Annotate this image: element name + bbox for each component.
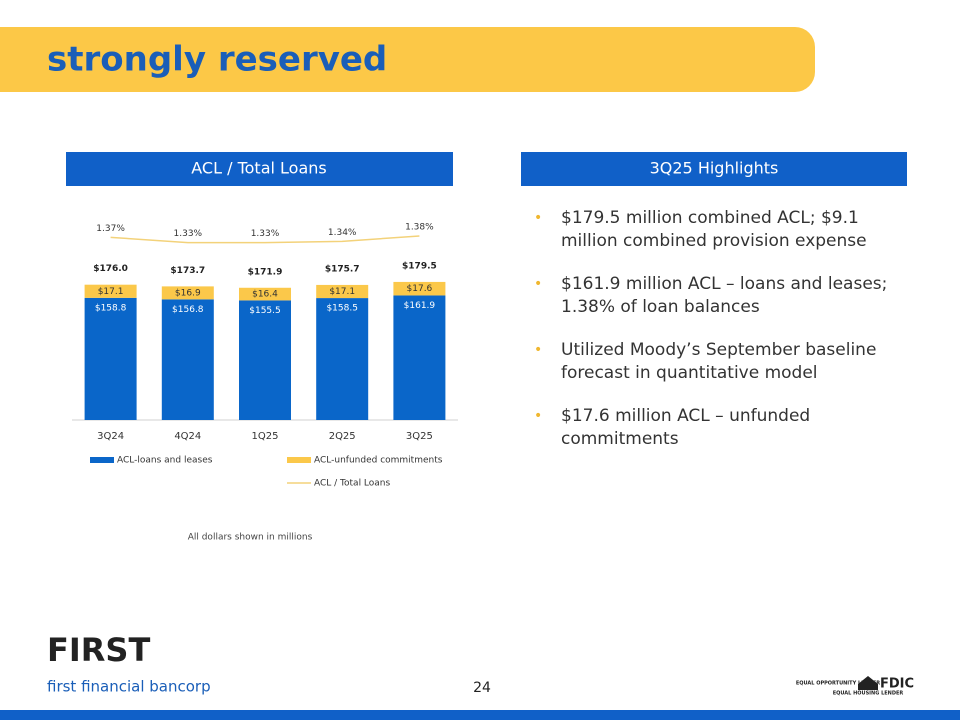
data-label: $17.1 [98,287,124,297]
logo: FIRST [47,631,150,669]
legend-label: ACL-loans and leases [117,456,213,466]
data-label: $17.1 [329,287,355,297]
data-label: $16.9 [175,288,201,298]
bar [84,284,137,298]
bar [239,287,291,301]
bullet: • [534,408,542,424]
data-label: $17.6 [407,284,433,294]
badge: FDIC [880,677,914,692]
badge: EQUAL HOUSING LENDER [833,691,904,697]
data-label: $158.8 [95,303,127,313]
bullet-text: million combined provision expense [561,231,867,251]
bullet-text: 1.38% of loan balances [561,297,760,317]
bar [239,300,291,420]
bar [161,286,214,300]
data-label: 1.37% [96,224,125,234]
bullet: • [534,342,542,358]
bar [316,298,369,420]
bullet-text: $179.5 million combined ACL; $9.1 [561,208,859,228]
legend-label: ACL-unfunded commitments [314,456,443,466]
left-heading: ACL / Total Loans [191,159,326,178]
bar [161,299,214,420]
page-number: 24 [473,680,491,696]
data-label: $155.5 [249,306,281,316]
total-label: $176.0 [93,264,128,274]
slide-title: strongly reserved [47,40,387,80]
bullet: • [534,276,542,292]
bullet-text: commitments [561,429,679,449]
bar [316,284,369,299]
x-tick-label: 2Q25 [329,431,356,442]
data-label: 1.38% [405,223,434,233]
bullet-text: $161.9 million ACL – loans and leases; [561,274,887,294]
bullet: • [534,210,542,226]
data-label: 1.34% [328,228,357,238]
legend-label: ACL / Total Loans [314,479,391,489]
data-label: 1.33% [174,229,203,239]
data-label: $16.4 [252,290,278,300]
left-heading-box [66,152,453,186]
bullet-text: Utilized Moody’s September baseline [561,340,876,360]
right-heading: 3Q25 Highlights [650,159,779,178]
data-label: $158.5 [326,304,358,314]
bar [393,281,446,296]
company-name: first financial bancorp [47,678,211,696]
bullet-text: $17.6 million ACL – unfunded [561,406,810,426]
legend-swatch [90,457,114,463]
housing-icon [858,676,878,690]
right-heading-box [521,152,907,186]
total-label: $175.7 [325,264,360,274]
badge: EQUAL OPPORTUNITY LENDER [796,681,880,687]
total-label: $173.7 [170,266,205,276]
x-tick-label: 3Q25 [406,431,433,442]
total-label: $179.5 [402,261,437,271]
data-label: $156.8 [172,305,204,315]
footer-stripe [0,710,960,720]
line [110,235,420,244]
bar [84,297,137,420]
x-tick-label: 4Q24 [174,431,201,442]
bar [393,295,446,420]
title-banner [0,27,815,92]
x-tick-label: 3Q24 [97,431,124,442]
total-label: $171.9 [248,267,283,277]
data-label: $161.9 [404,301,436,311]
legend-swatch [287,457,311,463]
bullet-text: forecast in quantitative model [561,363,818,383]
chart-note: All dollars shown in millions [188,533,313,543]
x-tick-label: 1Q25 [252,431,279,442]
data-label: 1.33% [251,229,280,239]
